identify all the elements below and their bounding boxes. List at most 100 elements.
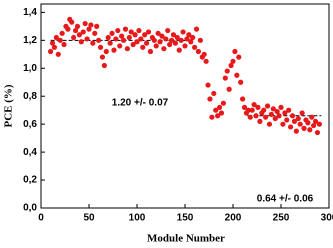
- point: [203, 58, 209, 64]
- plot-frame: [40, 3, 330, 209]
- point: [278, 104, 284, 110]
- point: [226, 86, 232, 92]
- x-tick-label: 150: [177, 213, 194, 224]
- point: [168, 37, 175, 43]
- point: [220, 100, 226, 106]
- point: [282, 110, 288, 116]
- point: [312, 118, 319, 124]
- point: [69, 19, 75, 25]
- point: [241, 104, 248, 110]
- point: [122, 26, 129, 32]
- point: [188, 39, 194, 45]
- point: [192, 44, 198, 50]
- point: [314, 129, 321, 136]
- point: [216, 104, 223, 110]
- point: [245, 107, 251, 113]
- x-tick-label: 0: [38, 213, 44, 224]
- point: [124, 46, 130, 52]
- point: [172, 40, 178, 46]
- point: [180, 29, 186, 35]
- point: [80, 29, 86, 35]
- point: [157, 39, 163, 45]
- point: [119, 33, 125, 39]
- point: [136, 27, 142, 34]
- point: [138, 36, 144, 42]
- point: [280, 121, 286, 127]
- point: [140, 44, 146, 50]
- point: [236, 54, 242, 60]
- point: [230, 58, 236, 64]
- point: [107, 40, 113, 46]
- point: [120, 37, 127, 43]
- point: [55, 51, 61, 57]
- x-axis-title: Module Number: [147, 233, 225, 245]
- point: [49, 40, 56, 46]
- point: [105, 34, 111, 41]
- point: [228, 62, 234, 69]
- point: [163, 36, 169, 42]
- y-axis-title: PCE (%): [3, 84, 15, 127]
- point: [289, 113, 296, 119]
- point: [117, 43, 123, 49]
- point: [293, 128, 299, 134]
- annotation: 0.64 +/- 0.06: [257, 194, 314, 205]
- y-tick-label: 0,6: [23, 119, 37, 130]
- point: [151, 37, 157, 43]
- point: [182, 43, 188, 49]
- y-tick-label: 0,2: [23, 175, 37, 186]
- point: [232, 48, 238, 55]
- point: [218, 110, 225, 116]
- point: [261, 107, 267, 113]
- point: [257, 118, 263, 124]
- point: [174, 34, 180, 41]
- point: [59, 30, 65, 36]
- point: [222, 75, 228, 81]
- point: [309, 114, 315, 120]
- point: [84, 36, 90, 42]
- point: [276, 113, 282, 119]
- point: [130, 41, 136, 48]
- point: [82, 20, 88, 27]
- point: [224, 68, 230, 74]
- x-tick-label: 250: [273, 213, 290, 224]
- point: [48, 48, 54, 55]
- point: [132, 32, 138, 38]
- point: [90, 40, 96, 46]
- point: [255, 104, 261, 110]
- x-tick-label: 100: [129, 213, 146, 224]
- point: [301, 125, 307, 131]
- point: [57, 37, 63, 43]
- point: [178, 37, 184, 43]
- point: [74, 23, 81, 29]
- point: [61, 41, 67, 48]
- point: [165, 27, 171, 34]
- point: [145, 29, 152, 35]
- point: [286, 107, 292, 113]
- point: [71, 34, 77, 41]
- point: [78, 39, 84, 45]
- point: [213, 107, 219, 113]
- point: [161, 46, 167, 52]
- point: [299, 110, 305, 116]
- point: [103, 48, 109, 55]
- point: [253, 113, 259, 119]
- point: [111, 47, 117, 53]
- point: [167, 41, 173, 48]
- point: [184, 36, 190, 42]
- point: [65, 26, 71, 32]
- point: [134, 39, 140, 45]
- x-tick-label: 300: [321, 213, 333, 224]
- point: [72, 27, 79, 34]
- point: [176, 47, 182, 53]
- point: [284, 117, 290, 123]
- point: [128, 29, 134, 35]
- y-tick-label: 0,4: [23, 147, 37, 158]
- point: [205, 82, 211, 88]
- point: [109, 30, 115, 36]
- point: [264, 103, 271, 109]
- point: [274, 108, 280, 115]
- point: [266, 121, 273, 127]
- point: [88, 22, 94, 28]
- y-tick-label: 0,8: [23, 91, 37, 102]
